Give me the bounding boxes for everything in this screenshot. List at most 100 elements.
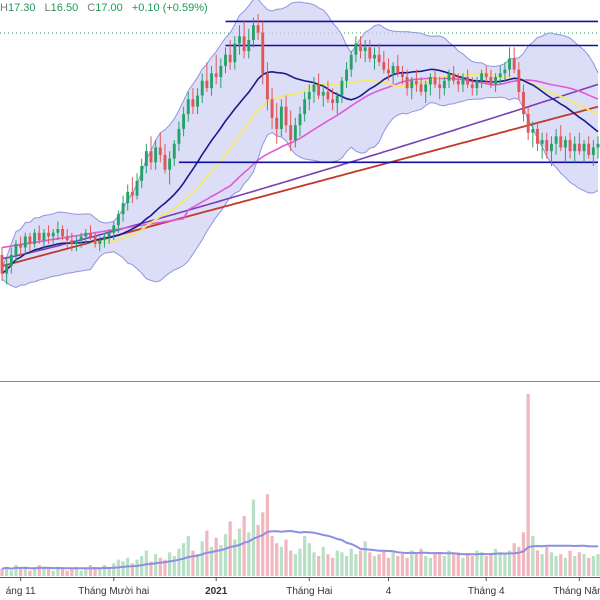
candle-body bbox=[284, 106, 288, 126]
volume-bar bbox=[521, 532, 526, 576]
candle bbox=[140, 158, 144, 189]
candle-body bbox=[331, 99, 335, 103]
candle-body bbox=[289, 125, 293, 141]
candle bbox=[126, 184, 130, 211]
volume-bar bbox=[149, 561, 153, 576]
volume-bar bbox=[42, 566, 46, 576]
candle-body bbox=[321, 91, 325, 96]
candle bbox=[577, 132, 581, 155]
volume-bar bbox=[5, 566, 9, 576]
candle-body bbox=[596, 143, 600, 148]
candle bbox=[591, 140, 595, 166]
candle-body bbox=[470, 84, 474, 89]
volume-bar bbox=[582, 554, 586, 576]
candle-body bbox=[396, 65, 400, 74]
candle-body bbox=[549, 143, 553, 152]
candle-body bbox=[265, 73, 269, 100]
candle bbox=[400, 65, 404, 85]
candle-body bbox=[9, 254, 13, 267]
candle-body bbox=[317, 84, 321, 96]
candle-body bbox=[461, 77, 465, 85]
candle bbox=[130, 177, 134, 204]
candle bbox=[419, 77, 423, 96]
candle bbox=[475, 77, 479, 96]
volume-ma-line bbox=[1, 529, 598, 570]
candle-body bbox=[414, 80, 418, 85]
volume-bar bbox=[9, 570, 13, 576]
candle bbox=[335, 91, 339, 115]
candle-body bbox=[65, 236, 69, 241]
candle-body bbox=[293, 125, 297, 141]
candle-body bbox=[84, 232, 88, 237]
low-value: 16.50 bbox=[50, 2, 79, 14]
candle-body bbox=[14, 243, 18, 255]
candle-body bbox=[307, 91, 311, 100]
candle-body bbox=[312, 84, 316, 92]
volume-bar bbox=[465, 554, 470, 576]
candle bbox=[303, 91, 307, 122]
volume-bar bbox=[112, 563, 116, 576]
candle-body bbox=[480, 73, 484, 81]
volume-bar bbox=[591, 555, 595, 576]
candle bbox=[154, 140, 158, 170]
volume-bar bbox=[186, 535, 190, 576]
volume-bar bbox=[79, 570, 83, 576]
volume-average bbox=[1, 529, 598, 570]
candle-body bbox=[419, 84, 423, 92]
volume-bar bbox=[503, 554, 507, 576]
candle-body bbox=[428, 77, 432, 85]
moving-averages bbox=[1, 68, 599, 275]
volume-bar bbox=[270, 535, 274, 576]
candle-body bbox=[228, 54, 232, 63]
volume-bar bbox=[46, 568, 51, 576]
candle bbox=[466, 69, 470, 89]
time-tick-label: áng 11 bbox=[6, 586, 36, 597]
candle bbox=[503, 62, 507, 81]
candle bbox=[89, 225, 92, 241]
candle bbox=[298, 106, 302, 137]
candle bbox=[93, 232, 97, 248]
candle-body bbox=[577, 143, 581, 152]
candle-body bbox=[489, 77, 493, 85]
candle bbox=[536, 121, 539, 152]
volume-bar bbox=[223, 534, 228, 576]
candle bbox=[456, 73, 460, 92]
volume-bar bbox=[158, 557, 162, 576]
candle-body bbox=[335, 95, 339, 103]
candle bbox=[284, 95, 288, 133]
candle-body bbox=[93, 236, 97, 244]
candle bbox=[9, 247, 13, 274]
volume-bar bbox=[573, 555, 577, 576]
candle bbox=[228, 39, 232, 70]
bb-middle-line bbox=[1, 68, 599, 275]
volume-bar bbox=[559, 554, 563, 576]
candle-body bbox=[242, 36, 246, 52]
volume-bar bbox=[177, 548, 181, 576]
candle-body bbox=[154, 147, 158, 163]
volume-bar bbox=[452, 554, 456, 576]
candle-body bbox=[452, 73, 456, 81]
candle bbox=[182, 106, 186, 137]
candle-body bbox=[219, 65, 223, 78]
candle bbox=[489, 69, 493, 89]
volume-bar bbox=[470, 555, 474, 576]
candle bbox=[568, 132, 572, 159]
volume-bar bbox=[335, 550, 339, 576]
candle-body bbox=[298, 114, 302, 126]
candle-body bbox=[382, 62, 386, 70]
candle bbox=[84, 229, 88, 244]
volume-bar bbox=[475, 550, 479, 576]
volume-bar bbox=[107, 566, 111, 576]
volume-bar bbox=[200, 541, 204, 576]
candle bbox=[312, 77, 316, 103]
volume-bar bbox=[354, 554, 358, 576]
candle-body bbox=[512, 58, 516, 70]
candle bbox=[349, 51, 353, 78]
volume-bar bbox=[512, 543, 516, 576]
volume-bar bbox=[98, 568, 102, 576]
candle bbox=[573, 136, 577, 163]
candle-body bbox=[545, 140, 549, 152]
candle bbox=[116, 210, 120, 233]
volume-bar bbox=[438, 554, 442, 576]
